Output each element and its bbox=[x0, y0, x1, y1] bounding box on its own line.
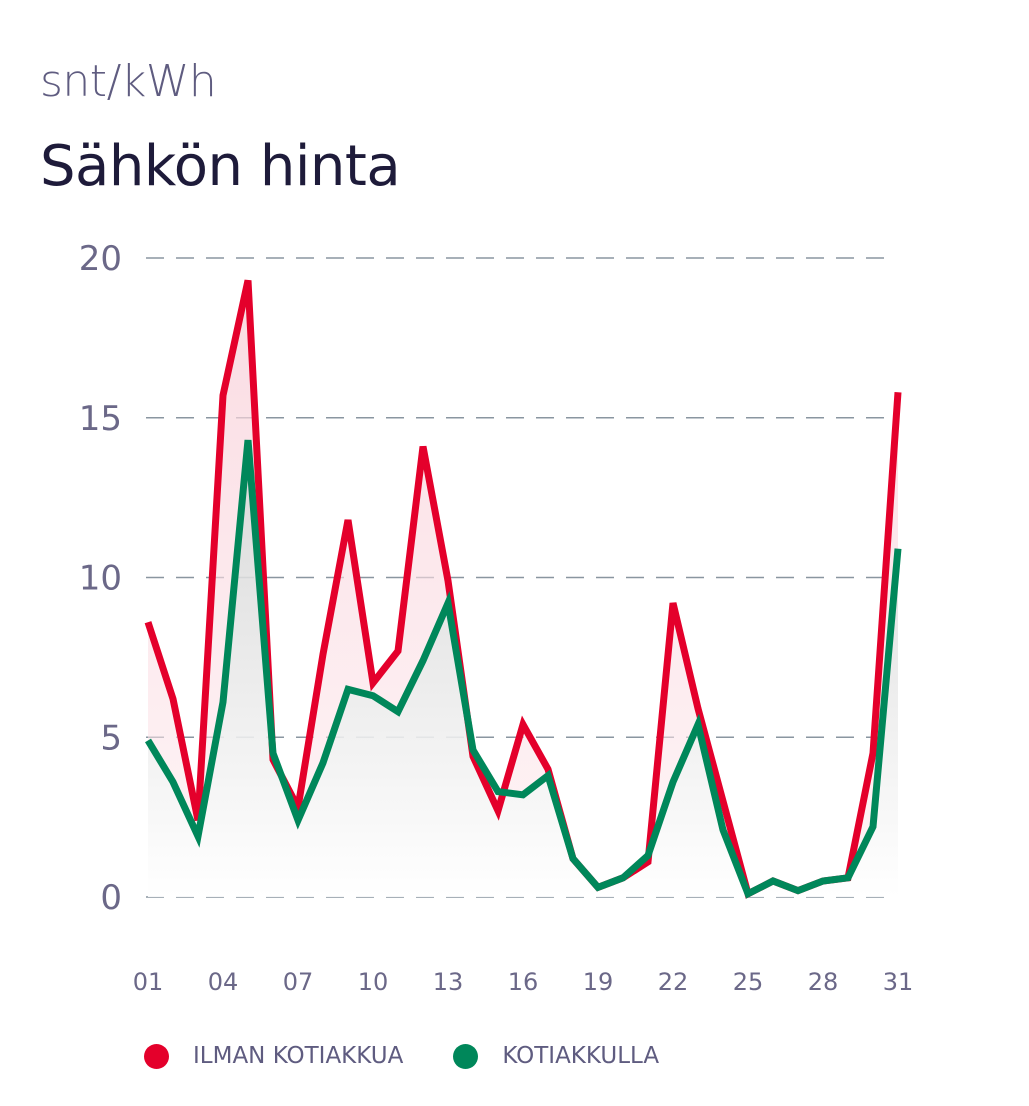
x-tick-label-25: 25 bbox=[733, 968, 764, 996]
data-point-with-battery-19[interactable] bbox=[595, 884, 602, 891]
unit-label: snt/kWh bbox=[40, 56, 217, 107]
chart-title: Sähkön hinta bbox=[40, 134, 401, 199]
data-point-with-battery-5[interactable] bbox=[245, 437, 252, 444]
data-point-without-battery-16[interactable] bbox=[520, 721, 527, 728]
data-point-with-battery-31[interactable] bbox=[895, 545, 902, 552]
legend: ILMAN KOTIAKKUA KOTIAKKULLA bbox=[144, 1043, 709, 1069]
data-point-without-battery-6[interactable] bbox=[270, 756, 277, 763]
y-tick-label-10: 10 bbox=[79, 559, 122, 599]
data-point-without-battery-2[interactable] bbox=[170, 695, 177, 702]
data-point-with-battery-9[interactable] bbox=[345, 686, 352, 693]
data-point-without-battery-3[interactable] bbox=[195, 817, 202, 824]
x-tick-label-10: 10 bbox=[358, 968, 389, 996]
data-point-with-battery-11[interactable] bbox=[395, 708, 402, 715]
legend-dot-green-icon bbox=[453, 1043, 479, 1069]
x-tick-label-28: 28 bbox=[808, 968, 839, 996]
data-point-with-battery-10[interactable] bbox=[370, 692, 377, 699]
x-tick-label-01: 01 bbox=[133, 968, 164, 996]
data-point-with-battery-26[interactable] bbox=[770, 878, 777, 885]
data-point-with-battery-24[interactable] bbox=[720, 826, 727, 833]
data-point-without-battery-17[interactable] bbox=[545, 766, 552, 773]
data-point-without-battery-31[interactable] bbox=[895, 389, 902, 396]
data-point-with-battery-6[interactable] bbox=[270, 750, 277, 757]
data-point-with-battery-18[interactable] bbox=[570, 855, 577, 862]
legend-dot-red-icon bbox=[144, 1043, 169, 1069]
data-point-with-battery-25[interactable] bbox=[745, 890, 752, 897]
x-tick-label-19: 19 bbox=[583, 968, 614, 996]
legend-label-with-battery: KOTIAKKULLA bbox=[502, 1043, 660, 1069]
legend-item-with-battery[interactable]: KOTIAKKULLA bbox=[453, 1043, 659, 1069]
y-axis: 0 5 10 15 20 bbox=[79, 239, 122, 918]
data-point-without-battery-15[interactable] bbox=[495, 807, 502, 814]
y-tick-label-20: 20 bbox=[79, 239, 122, 279]
legend-item-without-battery[interactable]: ILMAN KOTIAKKUA bbox=[144, 1043, 403, 1069]
data-point-without-battery-14[interactable] bbox=[470, 753, 477, 760]
data-point-without-battery-4[interactable] bbox=[220, 392, 227, 399]
area-difference bbox=[148, 280, 898, 894]
data-point-without-battery-7[interactable] bbox=[295, 804, 302, 811]
data-point-with-battery-17[interactable] bbox=[545, 772, 552, 779]
data-point-with-battery-13[interactable] bbox=[445, 600, 452, 607]
y-tick-label-15: 15 bbox=[79, 399, 122, 439]
x-tick-label-13: 13 bbox=[433, 968, 464, 996]
x-axis: 01 04 07 10 13 16 19 22 25 28 31 bbox=[133, 968, 914, 996]
line-layer bbox=[144, 277, 902, 899]
data-point-with-battery-16[interactable] bbox=[520, 791, 527, 798]
data-point-with-battery-22[interactable] bbox=[670, 778, 677, 785]
data-point-with-battery-23[interactable] bbox=[695, 721, 702, 728]
data-point-with-battery-21[interactable] bbox=[645, 852, 652, 859]
data-point-with-battery-28[interactable] bbox=[820, 878, 827, 885]
data-point-without-battery-1[interactable] bbox=[145, 619, 152, 626]
x-tick-label-22: 22 bbox=[658, 968, 689, 996]
data-point-with-battery-29[interactable] bbox=[845, 874, 852, 881]
data-point-without-battery-30[interactable] bbox=[870, 750, 877, 757]
data-point-with-battery-12[interactable] bbox=[420, 657, 427, 664]
data-point-with-battery-20[interactable] bbox=[620, 874, 627, 881]
data-point-without-battery-23[interactable] bbox=[695, 705, 702, 712]
data-point-without-battery-12[interactable] bbox=[420, 443, 427, 450]
data-point-with-battery-30[interactable] bbox=[870, 823, 877, 830]
data-point-without-battery-5[interactable] bbox=[245, 277, 252, 284]
data-point-with-battery-7[interactable] bbox=[295, 817, 302, 824]
data-point-without-battery-10[interactable] bbox=[370, 679, 377, 686]
x-tick-label-07: 07 bbox=[283, 968, 314, 996]
data-point-without-battery-11[interactable] bbox=[395, 647, 402, 654]
x-tick-label-04: 04 bbox=[208, 968, 239, 996]
y-tick-label-0: 0 bbox=[100, 878, 122, 918]
data-point-without-battery-24[interactable] bbox=[720, 798, 727, 805]
x-tick-label-31: 31 bbox=[883, 968, 914, 996]
data-point-without-battery-21[interactable] bbox=[645, 858, 652, 865]
data-point-without-battery-22[interactable] bbox=[670, 600, 677, 607]
data-point-without-battery-9[interactable] bbox=[345, 516, 352, 523]
data-point-with-battery-8[interactable] bbox=[320, 759, 327, 766]
x-tick-label-16: 16 bbox=[508, 968, 539, 996]
data-point-with-battery-1[interactable] bbox=[145, 737, 152, 744]
legend-label-without-battery: ILMAN KOTIAKKUA bbox=[193, 1043, 404, 1069]
data-point-with-battery-14[interactable] bbox=[470, 747, 477, 754]
price-chart: 0 5 10 15 20 01 04 07 10 13 16 19 22 25 28 31 bbox=[79, 239, 914, 996]
data-point-without-battery-8[interactable] bbox=[320, 651, 327, 658]
data-point-with-battery-3[interactable] bbox=[195, 833, 202, 840]
data-point-with-battery-4[interactable] bbox=[220, 699, 227, 706]
series-line-with-battery bbox=[145, 439, 902, 899]
data-point-with-battery-27[interactable] bbox=[795, 887, 802, 894]
y-tick-label-5: 5 bbox=[100, 718, 122, 758]
data-point-with-battery-2[interactable] bbox=[170, 778, 177, 785]
data-point-with-battery-15[interactable] bbox=[495, 788, 502, 795]
data-point-without-battery-13[interactable] bbox=[445, 577, 452, 584]
